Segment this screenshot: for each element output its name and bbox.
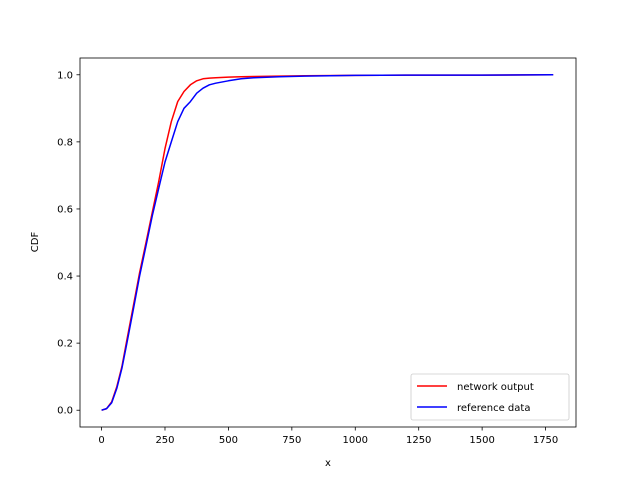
y-tick-label: 0.2	[57, 339, 73, 350]
x-tick-label: 1750	[533, 435, 558, 446]
series-line-reference-data	[101, 74, 554, 411]
axes-frame	[79, 57, 577, 428]
plot-lines	[101, 74, 554, 411]
x-tick-label: 0	[98, 435, 104, 446]
legend-label-reference-data: reference data	[457, 403, 530, 414]
y-tick-label: 0.8	[57, 137, 73, 148]
y-tick-label: 1.0	[57, 70, 73, 81]
y-axis-ticks: 0.0 0.2 0.4 0.6 0.8 1.0	[57, 70, 80, 417]
x-tick-label: 500	[219, 435, 238, 446]
x-tick-label: 1000	[343, 435, 368, 446]
y-axis-label: CDF	[30, 232, 41, 253]
legend-box	[410, 373, 570, 421]
x-axis-ticks: 0 250 500 750 1000 1250 1500 1750	[98, 427, 558, 446]
x-tick-label: 1250	[406, 435, 431, 446]
y-tick-label: 0.6	[57, 204, 73, 215]
x-tick-label: 750	[282, 435, 301, 446]
x-tick-label: 250	[155, 435, 174, 446]
x-axis-label: x	[325, 458, 331, 469]
legend-label-network-output: network output	[457, 382, 534, 393]
y-tick-label: 0.4	[57, 272, 73, 283]
x-tick-label: 1500	[469, 435, 494, 446]
y-tick-label: 0.0	[57, 406, 73, 417]
legend: network output reference data	[410, 373, 570, 421]
